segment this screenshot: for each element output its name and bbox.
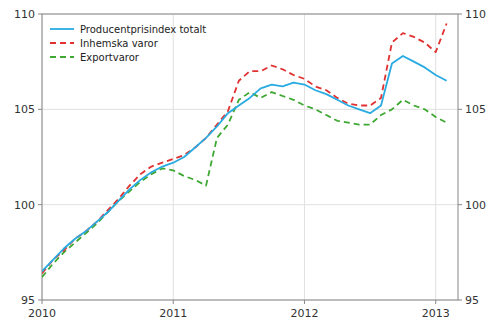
tick-label-y2: 100	[465, 199, 486, 212]
series-line	[42, 56, 447, 271]
tick-label-x: 2011	[159, 307, 187, 320]
tick-y	[38, 300, 42, 301]
tick-y2	[458, 14, 462, 15]
legend-label: Exportvaror	[80, 52, 140, 63]
tick-label-y2: 95	[465, 294, 479, 307]
legend-label: Producentprisindex totalt	[80, 24, 206, 35]
tick-y	[38, 109, 42, 110]
tick-label-x: 2013	[422, 307, 450, 320]
plot-area	[42, 24, 447, 278]
chart: 2010 2011 2012 2013 95 100 105 110 95 100 105 110 Pr…	[0, 0, 500, 330]
grid-line-y	[42, 109, 458, 110]
tick-y	[38, 14, 42, 15]
legend: Producentprisindex totalt Inhemska varor E…	[50, 24, 206, 63]
background	[0, 0, 500, 330]
tick-y2	[458, 204, 462, 205]
tick-label-y: 100	[14, 199, 35, 212]
tick-label-y: 110	[14, 8, 35, 21]
tick-label-y: 105	[14, 103, 35, 116]
tick-x	[173, 300, 174, 304]
legend-swatch	[50, 56, 74, 58]
tick-y	[38, 204, 42, 205]
tick-x	[42, 300, 43, 304]
legend-swatch	[50, 28, 74, 30]
grid-line-y	[42, 204, 458, 205]
tick-label-x: 2012	[290, 307, 318, 320]
tick-y2	[458, 300, 462, 301]
legend-swatch	[50, 42, 74, 44]
grid-line-x	[304, 14, 305, 300]
tick-y2	[458, 109, 462, 110]
plot-frame	[42, 14, 458, 300]
tick-x	[435, 300, 436, 304]
tick-label-y: 95	[21, 294, 35, 307]
tick-label-y2: 110	[465, 8, 486, 21]
grid	[42, 14, 458, 300]
grid-line-x	[435, 14, 436, 300]
tick-label-x: 2010	[28, 307, 56, 320]
axes: 2010 2011 2012 2013 95 100 105 110 95 100 105 110	[14, 8, 486, 320]
legend-label: Inhemska varor	[80, 38, 159, 49]
tick-x	[304, 300, 305, 304]
tick-label-y2: 105	[465, 103, 486, 116]
series-line	[42, 24, 447, 274]
grid-line-x	[173, 14, 174, 300]
series-line	[42, 92, 447, 277]
